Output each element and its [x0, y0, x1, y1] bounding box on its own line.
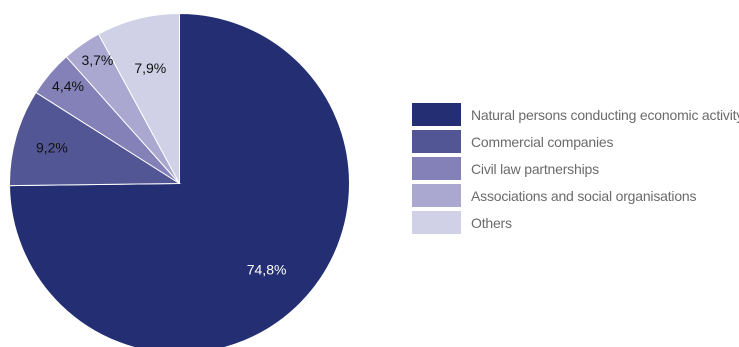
slice-value-label: 9,2% [36, 139, 68, 155]
pie-slices [9, 12, 350, 347]
pie-slice [97, 12, 180, 184]
legend-label: Commercial companies [471, 133, 614, 150]
legend-swatch [412, 211, 461, 234]
legend-swatch [412, 184, 461, 207]
legend-label: Civil law partnerships [471, 160, 599, 177]
slice-value-label: 7,9% [134, 60, 166, 76]
legend-item-natural-persons: Natural persons conducting economic acti… [412, 101, 739, 128]
legend-label: Others [471, 214, 512, 231]
legend-swatch [412, 130, 461, 153]
legend-label: Associations and social organisations [471, 187, 697, 204]
slice-value-label: 4,4% [52, 78, 84, 94]
legend-item-civil-law-partnerships: Civil law partnerships [412, 155, 732, 182]
legend-item-commercial-companies: Commercial companies [412, 128, 732, 155]
pie-slice [9, 12, 350, 347]
legend-item-associations: Associations and social organisations [412, 182, 732, 209]
legend: Natural persons conducting economic acti… [412, 101, 739, 236]
slice-value-label: 74,8% [247, 262, 287, 278]
legend-item-others: Others [412, 209, 732, 236]
legend-swatch [412, 157, 461, 180]
slice-value-label: 3,7% [81, 52, 113, 68]
pie-labels: 74,8% 9,2% 4,4% 3,7% 7,9% [36, 52, 287, 278]
pie-slice [9, 91, 182, 187]
legend-label: Natural persons conducting economic acti… [471, 106, 739, 123]
legend-swatch [412, 103, 461, 126]
